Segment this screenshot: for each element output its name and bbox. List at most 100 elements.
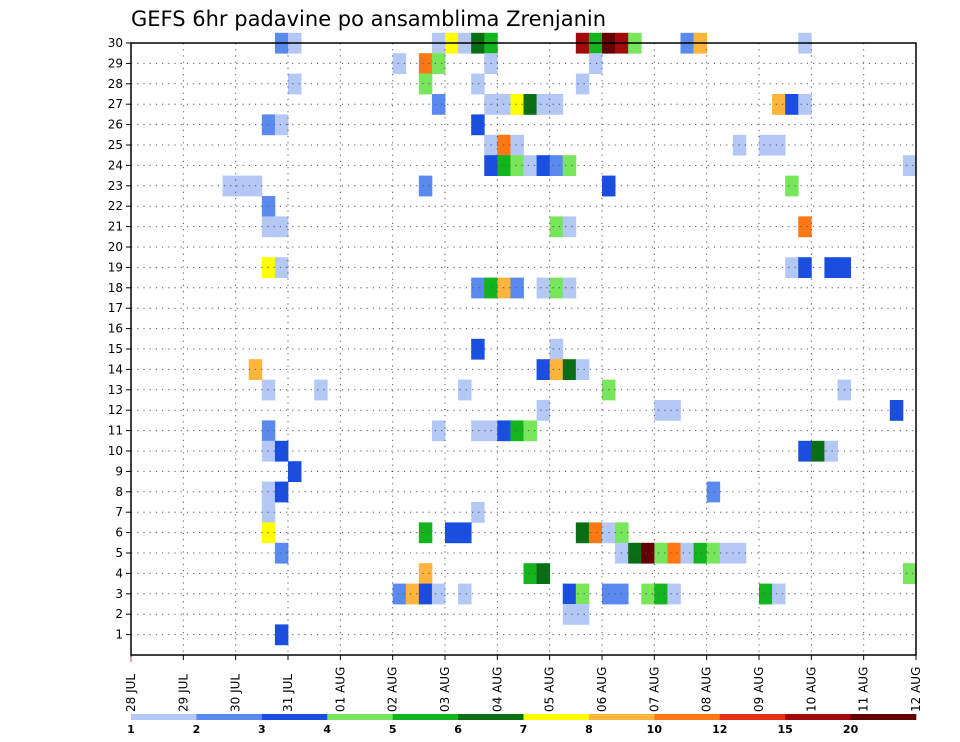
y-tick-label: 20	[108, 240, 123, 254]
heatmap-cell	[654, 542, 668, 564]
heatmap-cell	[431, 53, 446, 74]
heatmap-cell	[274, 481, 289, 503]
heatmap-cell	[274, 542, 289, 564]
legend-swatch	[458, 714, 524, 720]
x-tick-label: 09 AUG	[752, 667, 766, 712]
heatmap-cell	[235, 175, 250, 197]
heatmap-cell	[772, 134, 786, 156]
heatmap-cell	[759, 583, 773, 605]
heatmap-cell	[575, 73, 590, 95]
legend-swatch	[785, 714, 851, 720]
heatmap-cell	[222, 175, 237, 197]
y-tick-label: 11	[108, 424, 123, 438]
heatmap-cell	[418, 522, 433, 544]
heatmap-cell	[667, 400, 681, 421]
x-tick-label: 07 AUG	[647, 667, 661, 712]
legend-swatch	[131, 714, 197, 720]
heatmap-cell	[418, 73, 433, 95]
legend-swatch	[392, 714, 459, 720]
x-tick-label: 01 AUG	[333, 667, 347, 712]
heatmap-cell	[641, 542, 655, 564]
heatmap-cell	[458, 379, 472, 401]
y-tick-label: 16	[108, 322, 123, 336]
heatmap-cell	[471, 338, 485, 360]
heatmap-cell	[785, 175, 799, 197]
heatmap-cell	[562, 359, 577, 380]
y-axis: 1234567891011121314151617181920212223242…	[108, 36, 131, 642]
y-tick-label: 3	[115, 587, 123, 601]
y-tick-label: 1	[115, 628, 123, 642]
y-tick-label: 28	[108, 77, 123, 91]
x-tick-label: 03 AUG	[438, 667, 452, 712]
heatmap-cell	[706, 481, 721, 503]
heatmap-cell	[471, 502, 485, 523]
heatmap-cell	[693, 542, 708, 564]
heatmap-cell	[706, 542, 721, 564]
legend-label: 7	[520, 723, 528, 736]
heatmap-cell	[549, 338, 564, 360]
heatmap-cell	[471, 114, 485, 136]
heatmap-cell	[588, 53, 603, 74]
heatmap-cell	[654, 400, 668, 421]
x-tick-label: 12 AUG	[909, 667, 923, 712]
heatmap-cell	[536, 359, 551, 380]
heatmap-cell	[798, 257, 812, 278]
heatmap-cell	[458, 522, 472, 544]
legend-label: 10	[647, 723, 663, 736]
legend-swatch	[327, 714, 393, 720]
legend-swatch	[196, 714, 263, 720]
heatmap-cell	[562, 604, 577, 625]
x-tick-label: 04 AUG	[490, 667, 504, 712]
heatmap-cell	[902, 563, 917, 584]
y-tick-label: 15	[108, 342, 123, 356]
heatmap-cell	[798, 94, 812, 115]
heatmap-cell	[575, 359, 590, 380]
heatmap-cell	[288, 73, 302, 95]
y-tick-label: 7	[115, 505, 123, 519]
color-legend: 1 2 3 4 5 6 7 8 10 12 15 20	[127, 714, 917, 736]
y-tick-label: 4	[115, 566, 123, 580]
legend-label: 12	[712, 723, 727, 736]
heatmap-cell	[510, 134, 524, 156]
heatmap-cell	[798, 216, 812, 238]
y-tick-label: 26	[108, 118, 123, 132]
x-tick-label: 31 JUL	[281, 674, 295, 712]
heatmap-cell	[667, 583, 681, 605]
heatmap-cell	[641, 583, 655, 605]
legend-swatch	[588, 714, 655, 720]
legend-label: 6	[454, 723, 462, 736]
heatmap-cell	[680, 542, 694, 564]
heatmap-cell	[445, 522, 459, 544]
heatmap-cell	[549, 277, 564, 299]
heatmap-cell	[667, 542, 681, 564]
y-tick-label: 14	[108, 362, 123, 376]
heatmap-cell	[654, 583, 668, 605]
legend-swatch	[523, 714, 590, 720]
heatmap-cell	[562, 155, 577, 176]
heatmap-cell	[510, 277, 524, 299]
x-tick-label: 02 AUG	[386, 667, 400, 712]
heatmap-cell	[562, 216, 577, 238]
heatmap-cell	[274, 257, 289, 278]
legend-label: 8	[585, 723, 593, 736]
heatmap-cell	[562, 277, 577, 299]
legend-swatch	[850, 714, 917, 720]
y-tick-label: 21	[108, 220, 123, 234]
y-tick-label: 8	[115, 485, 123, 499]
y-tick-label: 18	[108, 281, 123, 295]
y-tick-label: 24	[108, 158, 123, 172]
heatmap-cell	[536, 563, 551, 584]
legend-swatch	[261, 714, 328, 720]
heatmap-cell	[562, 583, 577, 605]
x-axis: 28 JUL 29 JUL 30 JUL 31 JUL 01 AUG 02 AUG 03 A…	[124, 655, 923, 712]
heatmap-cell	[549, 94, 564, 115]
y-tick-label: 19	[108, 260, 123, 274]
heatmap-cell	[523, 420, 537, 442]
heatmap-cell	[588, 522, 603, 544]
legend-label: 1	[127, 723, 135, 736]
legend-swatch	[654, 714, 721, 720]
y-tick-label: 12	[108, 403, 123, 417]
heatmap-cell	[523, 94, 537, 115]
heatmap-cell	[418, 53, 433, 74]
